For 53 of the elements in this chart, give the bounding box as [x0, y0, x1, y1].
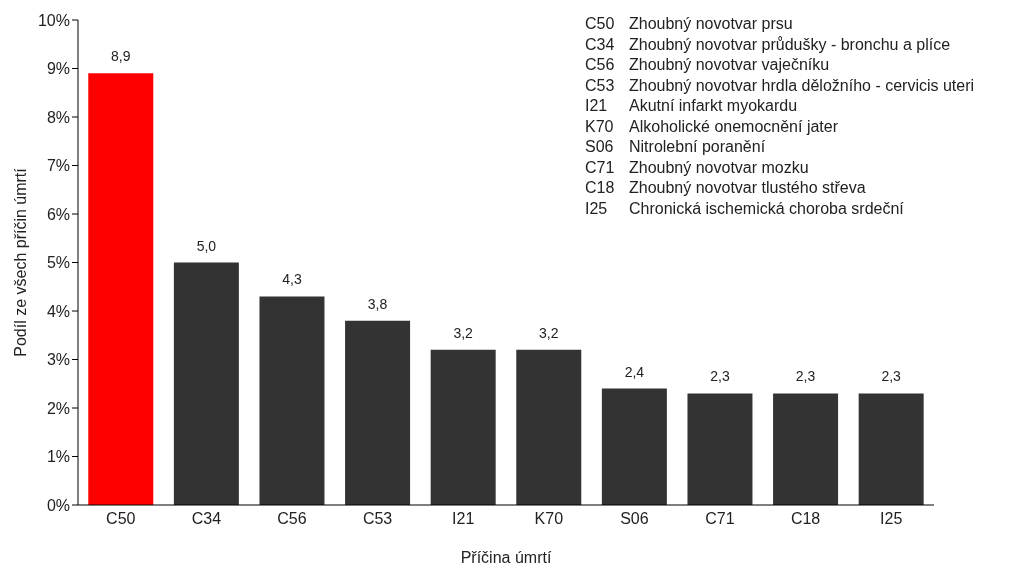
bar	[601, 388, 667, 505]
annotation: C71 Zhoubný novotvar mozku	[585, 157, 809, 178]
bar	[516, 349, 582, 505]
bar	[173, 262, 239, 505]
x-tick-label: C18	[790, 510, 821, 528]
annotation: C18 Zhoubný novotvar tlustého střeva	[585, 178, 866, 198]
y-tick-label: 10%	[37, 11, 70, 29]
data-label: 4,3	[282, 271, 302, 288]
y-tick-label: 5%	[46, 254, 70, 272]
x-tick-label: C53	[362, 510, 393, 528]
y-tick-label: 7%	[46, 157, 70, 175]
x-axis-title: Příčina úmrtí	[460, 549, 552, 566]
bar	[687, 393, 753, 505]
annotation: K70 Alkoholické onemocnění jater	[585, 116, 839, 137]
bar	[88, 73, 154, 505]
annotation: C34 Zhoubný novotvar průdušky - bronchu a plíce	[585, 34, 951, 55]
data-label: 5,0	[196, 237, 217, 254]
annotation: C56 Zhoubný novotvar vaječníku	[585, 55, 830, 75]
x-tick-label: C71	[705, 510, 735, 528]
y-tick-label: 4%	[46, 302, 70, 320]
data-label: 8,9	[111, 48, 131, 65]
y-tick-label: 0%	[46, 496, 70, 514]
data-label: 3,8	[367, 295, 388, 312]
x-tick-label: I25	[880, 510, 903, 528]
bar	[773, 393, 839, 505]
y-axis-title: Podíl ze všech příčin úmrtí	[11, 167, 29, 357]
annotation: C50 Zhoubný novotvar prsu	[585, 14, 793, 34]
data-label: 2,3	[710, 368, 730, 385]
bar	[345, 320, 411, 505]
bar	[858, 393, 924, 505]
data-label: 3,2	[539, 324, 559, 341]
x-tick-label: K70	[534, 510, 564, 528]
data-label: 3,2	[453, 324, 474, 341]
annotation: S06 Nitrolební poranění	[585, 137, 766, 157]
text: I25 Chronická ischemická choroba srdeční	[585, 199, 904, 217]
x-tick-label: S06	[620, 510, 649, 528]
y-tick-label: 8%	[46, 108, 70, 126]
x-tick-label: C50	[106, 510, 136, 528]
x-tick-label: I21	[452, 510, 475, 528]
x-tick-label: C56	[277, 510, 307, 528]
y-tick-label: 3%	[46, 351, 70, 369]
text: I21 Akutní infarkt myokardu	[585, 97, 798, 114]
bar	[430, 349, 496, 505]
y-tick-label: 2%	[46, 399, 70, 417]
data-label: 2,3	[795, 368, 816, 385]
x-tick-label: C34	[191, 510, 222, 528]
y-tick-label: 6%	[46, 205, 70, 223]
bar	[259, 296, 325, 505]
y-tick-label: 9%	[46, 60, 70, 78]
annotation: C53 Zhoubný novotvar hrdla děložního - cervicis uteri	[585, 75, 975, 96]
y-tick-label: 1%	[46, 448, 70, 466]
data-label: 2,3	[881, 368, 902, 385]
data-label: 2,4	[624, 363, 645, 380]
